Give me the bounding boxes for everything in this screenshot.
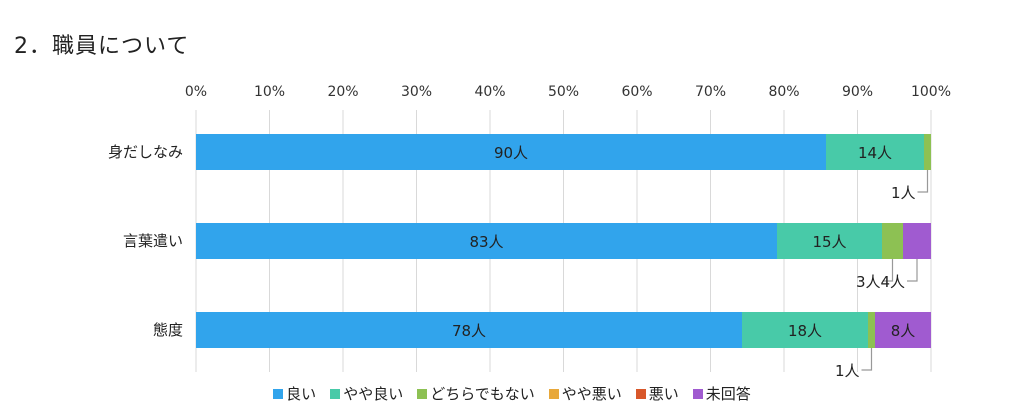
category-label: 態度: [153, 321, 183, 339]
data-label: 8人: [891, 322, 916, 340]
bar-segment: [777, 223, 882, 259]
legend-item: 悪い: [635, 383, 679, 404]
x-tick-label: 60%: [621, 84, 652, 100]
bar-segment: [826, 134, 924, 170]
legend-label: やや良い: [343, 385, 404, 403]
leader-line: [917, 170, 929, 193]
x-tick-label: 100%: [911, 84, 951, 100]
leader-line: [882, 259, 894, 282]
bar-segment: [196, 134, 826, 170]
category-label: 言葉遣い: [123, 232, 183, 250]
data-labels: 90人 14人 1人 83人 15人 3人 4人 78人 18人 1人 8人: [452, 144, 929, 380]
legend-swatch: [692, 388, 703, 399]
data-label: 4人: [880, 273, 905, 291]
x-tick-label: 20%: [327, 84, 358, 100]
data-label: 1人: [891, 184, 916, 202]
x-tick-label: 50%: [548, 84, 579, 100]
legend-swatch: [273, 388, 284, 399]
legend: 良い やや良い どちらでもない やや悪い 悪い 未回答: [0, 383, 1024, 404]
legend-item: やや悪い: [548, 383, 622, 404]
data-label: 90人: [494, 144, 528, 162]
legend-item: やや良い: [330, 383, 403, 404]
bars: [196, 134, 931, 348]
data-label: 18人: [788, 322, 822, 340]
legend-item: どちらでもない: [417, 383, 535, 404]
x-tick-label: 80%: [768, 84, 799, 100]
legend-swatch: [330, 388, 341, 399]
x-axis-tick-labels: 0% 10% 20% 30% 40% 50% 60% 70% 80% 90% 100%: [185, 84, 951, 100]
stacked-bar-chart: 0% 10% 20% 30% 40% 50% 60% 70% 80% 90% 100% 身だしなみ言…: [108, 84, 951, 380]
page-title: 2．職員について: [14, 34, 190, 59]
x-tick-label: 90%: [842, 84, 873, 100]
bar-segment: [742, 312, 868, 348]
legend-label: 良い: [286, 385, 317, 403]
x-tick-label: 0%: [185, 84, 207, 100]
bar-segment: [882, 223, 903, 259]
legend-label: 悪い: [648, 385, 679, 403]
bar-segment: [903, 223, 931, 259]
leader-line: [861, 348, 873, 371]
x-tick-label: 40%: [474, 84, 505, 100]
legend-swatch: [635, 388, 646, 399]
legend-swatch: [548, 388, 559, 399]
data-label: 15人: [812, 233, 846, 251]
data-label: 83人: [469, 233, 503, 251]
legend-item: 未回答: [692, 383, 751, 404]
data-label: 78人: [452, 322, 486, 340]
category-label: 身だしなみ: [108, 143, 183, 161]
x-tick-label: 70%: [695, 84, 726, 100]
legend-swatch: [417, 388, 428, 399]
bar-segment: [868, 312, 875, 348]
data-label: 1人: [835, 362, 860, 380]
data-label: 3人: [856, 273, 881, 291]
x-tick-label: 30%: [401, 84, 432, 100]
legend-label: どちらでもない: [430, 385, 535, 403]
leader-line: [907, 259, 918, 282]
x-tick-label: 10%: [254, 84, 285, 100]
legend-label: やや悪い: [561, 385, 622, 403]
bar-segment: [924, 134, 931, 170]
bar-segment: [196, 223, 777, 259]
legend-item: 良い: [273, 383, 316, 404]
bar-segment: [196, 312, 742, 348]
bar-segment: [875, 312, 931, 348]
data-label: 14人: [858, 144, 892, 162]
legend-label: 未回答: [705, 385, 751, 403]
